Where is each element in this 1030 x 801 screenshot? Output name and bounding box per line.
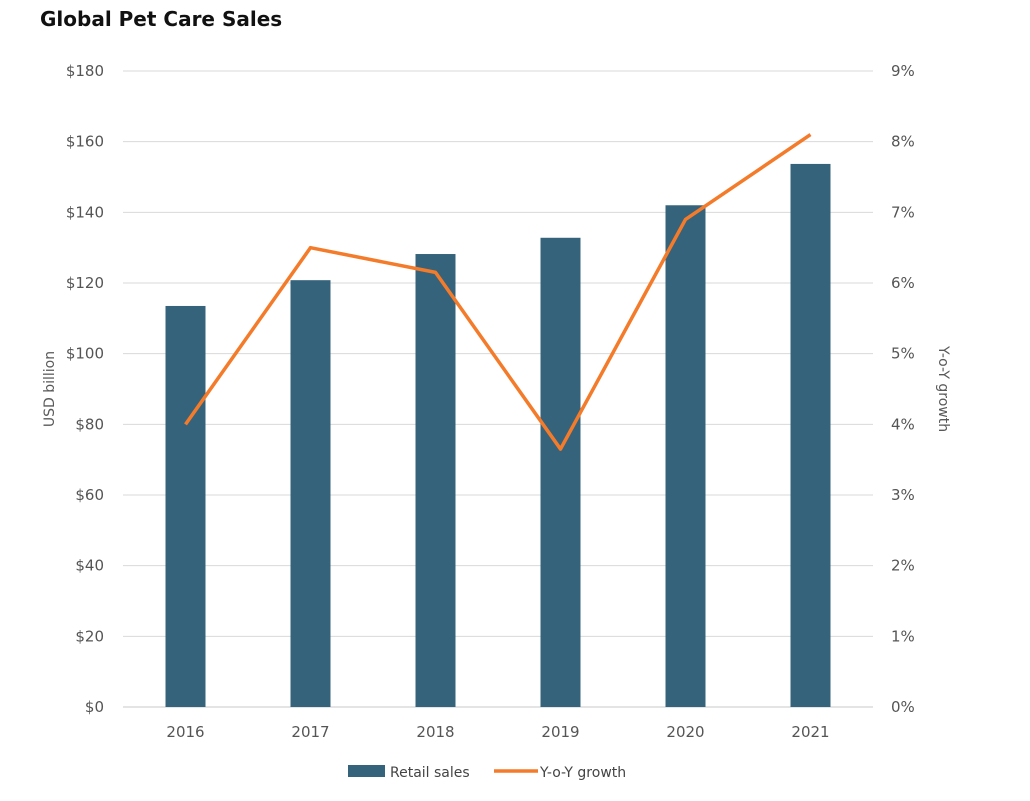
y-tick-label: $80 xyxy=(75,415,104,433)
x-tick-label: 2021 xyxy=(791,723,829,741)
y-tick-label: $100 xyxy=(66,345,104,363)
line-yoy-growth xyxy=(184,133,812,451)
y-tick-label: $120 xyxy=(66,274,104,292)
y2-axis-title: Y-o-Y growth xyxy=(935,345,951,432)
y-tick-label: $60 xyxy=(75,486,104,504)
legend-label-yoy-growth: Y-o-Y growth xyxy=(539,765,626,781)
y2-tick-label: 3% xyxy=(891,486,915,504)
bar-retail-sales xyxy=(415,254,456,707)
x-tick-label: 2017 xyxy=(291,723,329,741)
y2-tick-label: 1% xyxy=(891,627,915,645)
bar-retail-sales xyxy=(540,237,581,708)
y2-tick-label: 2% xyxy=(891,557,915,575)
bar-retail-sales xyxy=(290,280,331,707)
x-tick-label: 2018 xyxy=(416,723,454,741)
right-axis-ticks: 0% 1% 2% 3% 4% 5% 6% 7% 8% 9% xyxy=(891,62,915,716)
x-tick-label: 2019 xyxy=(541,723,579,741)
x-axis-ticks: 2016 2017 2018 2019 2020 2021 xyxy=(166,723,829,741)
legend-label-retail-sales: Retail sales xyxy=(390,765,470,781)
bar-retail-sales xyxy=(665,205,706,707)
y2-tick-label: 9% xyxy=(891,62,915,80)
legend: Retail sales Y-o-Y growth xyxy=(348,765,626,781)
chart-title: Global Pet Care Sales xyxy=(40,7,283,31)
y-tick-label: $140 xyxy=(66,203,104,221)
y2-tick-label: 5% xyxy=(891,345,915,363)
x-tick-label: 2016 xyxy=(166,723,204,741)
y2-tick-label: 7% xyxy=(891,203,915,221)
y-tick-label: $40 xyxy=(75,557,104,575)
y2-tick-label: 6% xyxy=(891,274,915,292)
x-tick-label: 2020 xyxy=(666,723,704,741)
y-tick-label: $180 xyxy=(66,62,104,80)
gridlines xyxy=(123,70,873,708)
y2-tick-label: 4% xyxy=(891,415,915,433)
bar-retail-sales xyxy=(165,305,206,707)
y-tick-label: $20 xyxy=(75,627,104,645)
left-axis-ticks: $0 $20 $40 $60 $80 $100 $120 $140 $160 $180 xyxy=(66,62,104,716)
y-tick-label: $160 xyxy=(66,133,104,151)
bar-series xyxy=(165,163,831,708)
y-tick-label: $0 xyxy=(85,698,104,716)
bar-retail-sales xyxy=(790,163,831,708)
y2-tick-label: 8% xyxy=(891,133,915,151)
line-series xyxy=(184,133,812,451)
y-axis-title: USD billion xyxy=(42,351,58,427)
legend-swatch-retail-sales xyxy=(348,765,385,777)
y2-tick-label: 0% xyxy=(891,698,915,716)
